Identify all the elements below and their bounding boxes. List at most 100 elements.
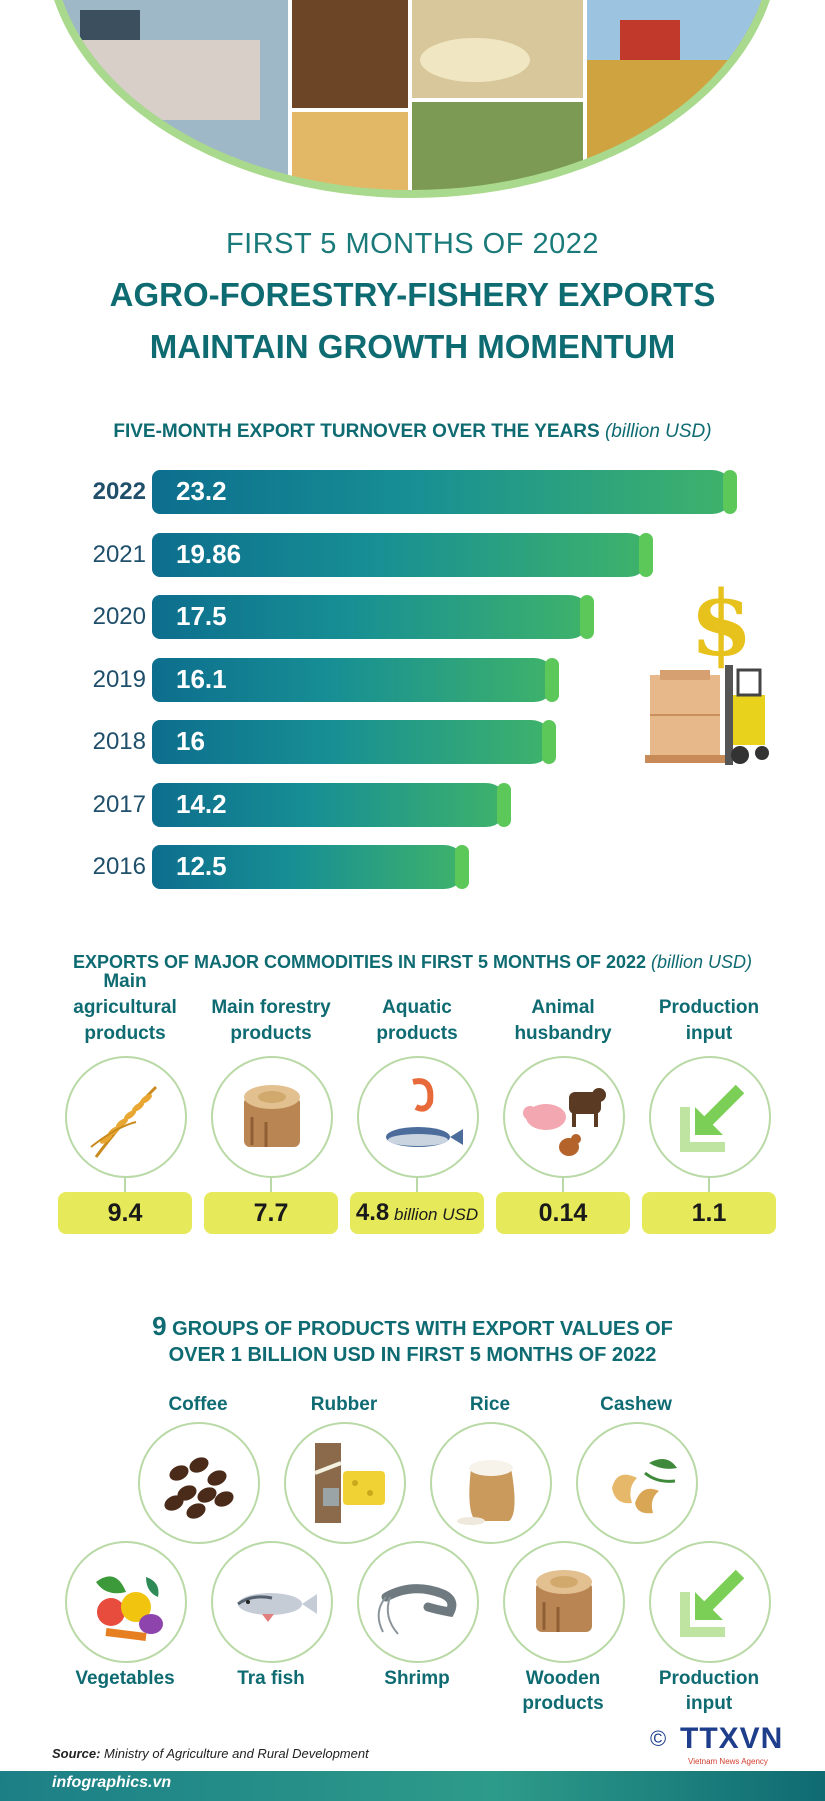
logo-subtitle: Vietnam News Agency <box>688 1757 768 1766</box>
bar-2020: 17.5 <box>152 595 594 639</box>
rubber-tree-icon <box>284 1422 406 1544</box>
rice-sack-icon <box>430 1422 552 1544</box>
year-label-2016: 2016 <box>92 853 146 880</box>
category-label-line: agricultural <box>73 997 177 1018</box>
subtitle: FIRST 5 MONTHS OF 2022 <box>225 228 600 260</box>
category-label: Main agricultural products <box>55 969 195 1047</box>
source-text: Ministry of Agriculture and Rural Develo… <box>100 1746 369 1761</box>
ttxvn-logo: TTXVN <box>680 1722 784 1755</box>
connector-line <box>416 1176 418 1192</box>
category-label: Main forestry products <box>201 995 341 1047</box>
commodity-value: 9.4 <box>58 1192 192 1234</box>
coffee-photo <box>290 0 410 110</box>
shrimp-icon <box>357 1541 479 1663</box>
product-label-line: products <box>522 1693 604 1714</box>
product-label: Tra fish <box>196 1666 346 1691</box>
site-link[interactable]: infographics.vn <box>52 1774 172 1791</box>
groups-title-text: GROUPS OF PRODUCTS WITH EXPORT VALUES OF <box>166 1318 673 1340</box>
groups-title-line2: OVER 1 BILLION USD IN FIRST 5 MONTHS OF … <box>168 1344 657 1366</box>
chart-title: FIVE-MONTH EXPORT TURNOVER OVER THE YEAR… <box>0 421 825 443</box>
category-label: Production input <box>639 995 779 1047</box>
bar-cap <box>497 782 511 827</box>
import-arrow-icon <box>649 1056 771 1178</box>
bar-value-label: 16 <box>176 726 205 756</box>
coffee-beans-icon <box>138 1422 260 1544</box>
fish-shrimp-icon <box>357 1056 479 1178</box>
product-label: Shrimp <box>342 1666 492 1691</box>
svg-text:$: $ <box>690 575 753 677</box>
commodity-value: 4.8 billion USD <box>350 1192 484 1234</box>
product-label: Production input <box>634 1666 784 1716</box>
value-number: 9.4 <box>107 1199 143 1227</box>
bar-value-label: 14.2 <box>176 788 227 819</box>
rice-stalk-icon <box>65 1056 187 1178</box>
product-label: Coffee <box>168 1394 228 1415</box>
bar-2021: 19.86 <box>152 532 653 577</box>
bar-cap <box>639 532 653 577</box>
vegetables-icon <box>65 1541 187 1663</box>
page-title-line2: MAINTAIN GROWTH MOMENTUM <box>149 328 676 365</box>
value-number: 1.1 <box>691 1199 727 1227</box>
product-label: Cashew <box>600 1394 672 1415</box>
bar-2018: 16 <box>152 720 556 764</box>
category-label-line: Aquatic <box>382 997 452 1018</box>
category-label-line: products <box>230 1023 312 1044</box>
commodities-title: EXPORTS OF MAJOR COMMODITIES IN FIRST 5 … <box>0 952 825 973</box>
value-number: 4.8 <box>355 1199 390 1226</box>
product-label-line: Vegetables <box>75 1668 175 1689</box>
category-label-line: input <box>685 1023 733 1044</box>
category-label-line: products <box>376 1023 458 1044</box>
wood-photo <box>290 110 410 190</box>
year-label-2017: 2017 <box>92 790 146 818</box>
wood-log-icon <box>211 1056 333 1178</box>
value-number: 7.7 <box>253 1199 289 1227</box>
bar-value-label: 17.5 <box>176 601 227 631</box>
groups-title-line1: 9 GROUPS OF PRODUCTS WITH EXPORT VALUES … <box>0 1311 825 1342</box>
product-label: Vegetables <box>50 1666 200 1691</box>
commodities-title-text: EXPORTS OF MAJOR COMMODITIES IN FIRST 5 … <box>72 952 647 972</box>
brand-bar <box>0 1771 825 1801</box>
bar-value-label: 12.5 <box>176 851 227 881</box>
bar-cap <box>455 845 469 889</box>
bar-cap <box>542 720 556 764</box>
source-label: Source: <box>52 1746 101 1761</box>
value-number: 0.14 <box>538 1199 588 1227</box>
hero-photo-collage <box>52 0 772 198</box>
bar-value-label: 16.1 <box>176 663 227 694</box>
connector-line <box>562 1176 564 1192</box>
product-label-line: Tra fish <box>237 1668 305 1689</box>
groups-count: 9 <box>152 1311 167 1341</box>
commodities-unit: (billion USD) <box>651 952 753 972</box>
year-label-2021: 2021 <box>92 540 146 568</box>
product-label-line: input <box>685 1693 733 1714</box>
turnover-bar-chart: 2022 23.2 2021 19.86 2020 17.5 2019 16.1 2018 16 2… <box>60 470 780 910</box>
category-label-line: Animal <box>531 997 595 1018</box>
category-label: Animal husbandry <box>493 995 633 1047</box>
bar-value-label: 19.86 <box>176 538 242 569</box>
cashew-icon <box>576 1422 698 1544</box>
bar-2022: 23.2 <box>152 470 737 514</box>
bar-cap <box>580 595 594 639</box>
source-note: Source: Ministry of Agriculture and Rura… <box>52 1746 369 1761</box>
bar-value-label: 23.2 <box>176 476 227 506</box>
connector-line <box>270 1176 272 1192</box>
bar-2017: 14.2 <box>152 782 511 827</box>
page-title-line1: AGRO-FORESTRY-FISHERY EXPORTS <box>109 276 716 313</box>
year-label-2020: 2020 <box>92 603 146 630</box>
bar-2016: 12.5 <box>152 845 469 889</box>
product-label-line: Production <box>658 1668 760 1689</box>
bar-cap <box>723 470 737 514</box>
commodity-value: 1.1 <box>642 1192 776 1234</box>
commodity-value: 0.14 <box>496 1192 630 1234</box>
copyright-symbol: © <box>650 1726 667 1751</box>
chart-title-text: FIVE-MONTH EXPORT TURNOVER OVER THE YEAR… <box>113 421 600 442</box>
product-label: Rubber <box>310 1394 378 1415</box>
category-label-line: products <box>84 1023 166 1044</box>
value-unit: billion USD <box>389 1205 479 1224</box>
connector-line <box>124 1176 126 1192</box>
import-arrow-icon <box>649 1541 771 1663</box>
category-label-line: Production <box>658 997 760 1018</box>
connector-line <box>708 1176 710 1192</box>
product-label-line: Wooden <box>525 1668 601 1689</box>
product-label: Wooden products <box>488 1666 638 1716</box>
